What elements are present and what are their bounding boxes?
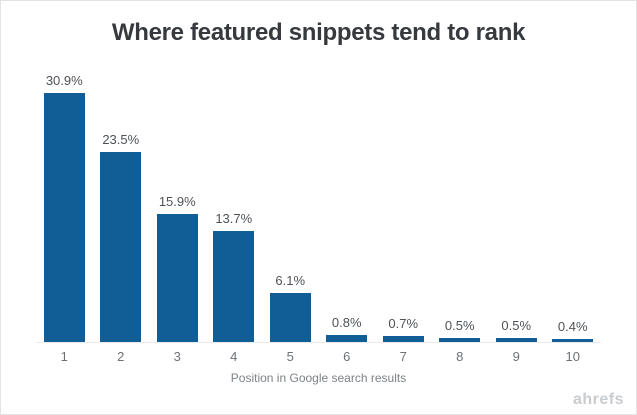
x-axis-title: Position in Google search results — [230, 370, 407, 385]
x-tick-label: 4 — [230, 348, 238, 364]
bar — [439, 337, 481, 342]
x-tick-label: 7 — [399, 348, 407, 364]
bar-value-label: 6.1% — [275, 272, 306, 288]
bar — [156, 213, 198, 342]
bar-value-label: 30.9% — [45, 72, 83, 88]
x-tick-label: 3 — [173, 348, 181, 364]
bar-column: 13.7% — [206, 211, 263, 342]
bar-value-label: 0.4% — [557, 318, 588, 334]
bar-column: 0.7% — [375, 316, 432, 342]
bar — [495, 337, 537, 342]
bar-column: 0.8% — [319, 315, 376, 342]
bar-column: 15.9% — [149, 194, 206, 342]
bar-column: 0.5% — [488, 318, 545, 342]
bar-value-label: 0.5% — [444, 317, 475, 333]
bar-value-label: 15.9% — [158, 193, 196, 209]
bar-value-label: 0.8% — [331, 315, 362, 331]
plot-area: 30.9% 23.5% 15.9% 13.7% 6.1% 0.8% 0.7% 0.5% 0.5%… — [36, 66, 601, 343]
bar-value-label: 13.7% — [215, 211, 253, 227]
bar-value-label: 0.5% — [501, 317, 532, 333]
ahrefs-watermark: ahrefs — [572, 391, 624, 408]
bar-column: 6.1% — [262, 273, 319, 342]
bar-column: 30.9% — [36, 73, 93, 342]
bar-value-label: 0.7% — [388, 316, 419, 332]
bar — [552, 338, 594, 342]
x-tick-label: 1 — [60, 348, 68, 364]
bar-value-label: 23.5% — [102, 132, 140, 148]
x-tick-label: 6 — [343, 348, 351, 364]
x-ticks: 1 2 3 4 5 6 7 8 9 10 — [36, 343, 601, 364]
x-tick-label: 9 — [512, 348, 520, 364]
x-tick-label: 2 — [117, 348, 125, 364]
bar — [382, 336, 424, 342]
chart-title: Where featured snippets tend to rank — [111, 19, 526, 46]
bar — [100, 152, 142, 342]
bar — [213, 231, 255, 342]
bar-column: 23.5% — [93, 132, 150, 342]
bar — [326, 335, 368, 342]
bar — [43, 92, 85, 342]
bar-column: 0.4% — [545, 319, 602, 342]
x-tick-label: 10 — [565, 348, 580, 364]
bar — [269, 292, 311, 342]
x-tick-label: 5 — [286, 348, 294, 364]
x-tick-label: 8 — [456, 348, 464, 364]
bar-column: 0.5% — [432, 318, 489, 342]
